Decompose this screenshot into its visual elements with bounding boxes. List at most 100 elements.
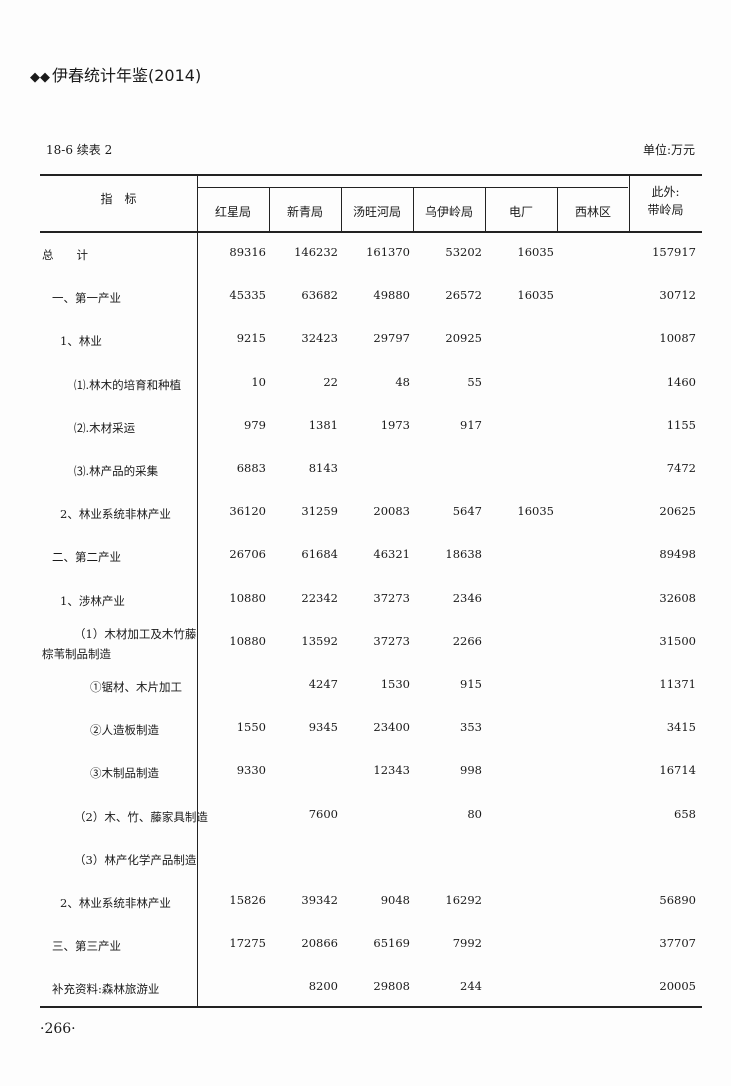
value-cell: 16035	[517, 504, 554, 519]
value-cell: 17275	[229, 936, 266, 951]
extra-column-header: 此外: 带岭局	[647, 185, 684, 217]
diamond-marker-icon: ◆◆	[30, 70, 50, 85]
header-column-rule	[485, 187, 486, 232]
value-cell: 31500	[659, 633, 696, 648]
value-cell: 26706	[229, 547, 266, 562]
value-cell: 9330	[236, 763, 266, 778]
value-cell: 658	[674, 806, 696, 821]
value-cell: 56890	[659, 893, 696, 907]
value-cell: 1460	[666, 374, 696, 389]
value-cell: 1973	[380, 417, 410, 432]
value-cell: 49880	[373, 288, 410, 303]
running-header: ◆◆ 伊春统计年鉴(2014)	[30, 62, 201, 86]
value-cell: 89498	[659, 547, 696, 562]
value-cell: 917	[460, 417, 482, 432]
value-cell: 16035	[517, 288, 554, 303]
value-cell: 48	[395, 374, 410, 389]
value-cell: 244	[460, 979, 482, 994]
value-cell: 146232	[294, 245, 338, 259]
row-label: ⑴.林木的培育和种植	[74, 377, 182, 392]
indicator-header: 指 标	[100, 192, 137, 206]
column-header: 新青局	[286, 205, 323, 219]
row-label: 补充资料:森林旅游业	[52, 982, 160, 997]
value-cell: 63682	[301, 288, 338, 303]
value-cell: 20625	[659, 504, 696, 519]
value-cell: 32608	[659, 590, 696, 605]
value-cell: 9048	[380, 893, 410, 907]
value-cell: 6883	[236, 461, 266, 475]
value-cell: 1155	[666, 417, 696, 432]
column-header: 西林区	[574, 205, 611, 219]
row-label: （3）林产化学产品制造	[74, 852, 197, 867]
stub-column-rule	[197, 175, 198, 1007]
value-cell: 998	[460, 763, 482, 778]
value-cell: 46321	[373, 547, 410, 562]
row-label: 一、第一产业	[52, 291, 121, 306]
row-label: ①锯材、木片加工	[90, 680, 182, 694]
value-cell: 30712	[659, 288, 696, 303]
value-cell: 89316	[229, 245, 266, 259]
value-cell: 22342	[301, 590, 338, 605]
value-cell: 1530	[380, 677, 410, 691]
row-label: 1、涉林产业	[60, 593, 125, 608]
value-cell: 32423	[301, 331, 338, 346]
value-cell: 16035	[517, 245, 554, 259]
header-column-rule	[269, 187, 270, 232]
row-label: 1、林业	[60, 334, 102, 349]
row-label: 二、第二产业	[52, 550, 121, 565]
value-cell: 7472	[666, 461, 696, 475]
header-column-rule	[629, 175, 630, 232]
row-label: ⑶.林产品的采集	[74, 464, 159, 478]
value-cell: 353	[460, 720, 482, 735]
value-cell: 8200	[308, 979, 338, 994]
value-cell: 11371	[659, 677, 696, 691]
value-cell: 39342	[301, 893, 338, 907]
row-label: ③木制品制造	[90, 766, 159, 781]
value-cell: 18638	[445, 547, 482, 562]
value-cell: 16292	[445, 893, 482, 907]
header-column-rule	[557, 187, 558, 232]
value-cell: 10087	[659, 331, 696, 346]
value-cell: 2266	[452, 633, 482, 648]
value-cell: 80	[467, 806, 482, 821]
table-number: 18-6 续表 2	[46, 143, 113, 157]
yearbook-title: 伊春统计年鉴(2014)	[52, 66, 202, 85]
column-header: 汤旺河局	[352, 205, 401, 219]
header-column-rule	[413, 187, 414, 232]
value-cell: 10880	[229, 590, 266, 605]
value-cell: 45335	[229, 288, 266, 303]
table-bottom-rule	[40, 1006, 702, 1008]
value-cell: 915	[460, 677, 482, 691]
header-column-rule	[341, 187, 342, 232]
value-cell: 65169	[373, 936, 410, 951]
row-label: 三、第三产业	[52, 939, 121, 954]
value-cell: 20866	[301, 936, 338, 951]
value-cell: 15826	[229, 893, 266, 907]
row-label: 2、林业系统非林产业	[60, 896, 171, 910]
value-cell: 16714	[659, 763, 696, 778]
value-cell: 1381	[308, 417, 338, 432]
value-cell: 10880	[229, 633, 266, 648]
column-header: 乌伊岭局	[424, 205, 473, 219]
value-cell: 20925	[445, 331, 482, 346]
value-cell: 2346	[452, 590, 482, 605]
value-cell: 61684	[301, 547, 338, 562]
unit-label: 单位:万元	[642, 143, 695, 157]
value-cell: 4247	[308, 677, 338, 691]
value-cell: 1550	[236, 720, 266, 735]
value-cell: 22	[323, 374, 338, 389]
page-number: ·266·	[40, 1021, 76, 1037]
value-cell: 9345	[308, 720, 338, 735]
row-label: ⑵.木材采运	[74, 420, 136, 435]
value-cell: 7600	[308, 806, 338, 821]
value-cell: 979	[244, 417, 266, 432]
row-label: ②人造板制造	[90, 723, 159, 738]
value-cell: 5647	[452, 504, 482, 519]
header-inner-rule	[197, 187, 628, 188]
value-cell: 55	[467, 374, 482, 389]
value-cell: 12343	[373, 763, 410, 778]
value-cell: 37707	[659, 936, 696, 951]
column-header: 红星局	[214, 205, 251, 219]
value-cell: 10	[251, 374, 266, 389]
